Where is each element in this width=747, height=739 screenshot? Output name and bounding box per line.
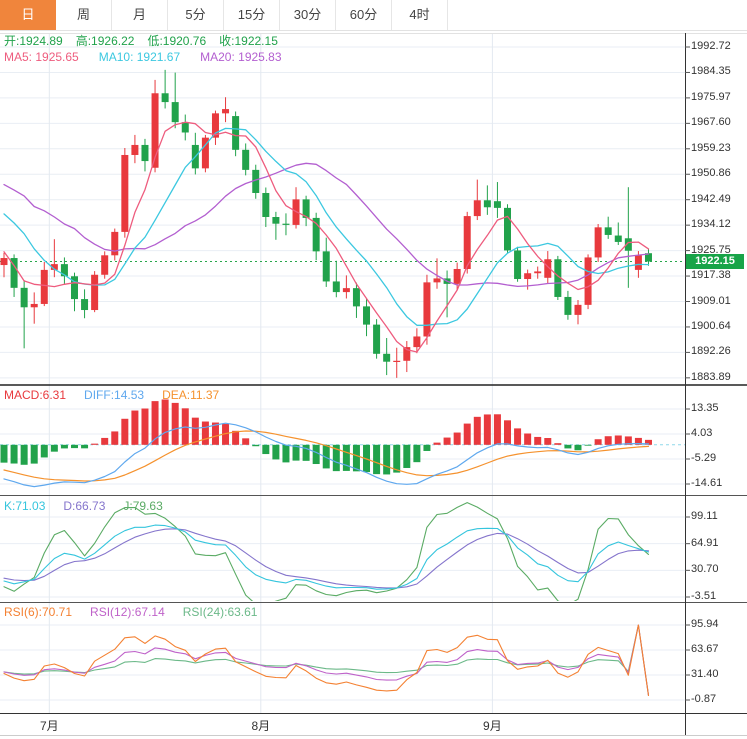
axis-label: 13.35 bbox=[691, 402, 719, 414]
month-label: 7月 bbox=[39, 719, 59, 733]
kdj-readout: K:71.03 D:66.73 J:79.63 bbox=[4, 500, 181, 513]
kdj-lines bbox=[3, 502, 650, 601]
readout-item: DIFF:14.53 bbox=[84, 388, 145, 402]
axis-label: 1883.89 bbox=[691, 370, 731, 383]
ma10-line bbox=[3, 127, 650, 326]
timeframe-tabbar: 日周月 5分 15分 30分 60分 4时 bbox=[0, 0, 747, 31]
last-price-badge: 1922.15 bbox=[686, 254, 744, 270]
k-line bbox=[3, 524, 650, 590]
axis-label: 1984.35 bbox=[691, 65, 731, 78]
axis-label: 1917.38 bbox=[691, 269, 731, 282]
axis-label: 1992.72 bbox=[691, 40, 731, 52]
readout-item: 低:1920.76 bbox=[147, 34, 207, 48]
readout-item: 高:1926.22 bbox=[75, 34, 135, 48]
axis-label: 1975.97 bbox=[691, 90, 731, 103]
tab-周[interactable]: 周 bbox=[56, 0, 112, 30]
month-label: 8月 bbox=[251, 719, 271, 733]
axis-label: 4.03 bbox=[691, 427, 713, 439]
rsi-lines bbox=[3, 624, 650, 697]
axis-label: 64.91 bbox=[691, 536, 719, 549]
tab-4时[interactable]: 4时 bbox=[392, 0, 448, 30]
readout-item: RSI(6):70.71 bbox=[4, 605, 73, 619]
axis-label: 31.40 bbox=[691, 668, 719, 680]
axis-label: 1892.26 bbox=[691, 345, 731, 358]
readout-item: MA10: 1921.67 bbox=[98, 50, 181, 64]
axis-label: 1909.01 bbox=[691, 294, 731, 307]
readout-item: 收:1922.15 bbox=[219, 34, 278, 48]
axis-label: 1925.75 bbox=[691, 243, 731, 256]
axis-label: 1934.12 bbox=[691, 218, 731, 231]
candles bbox=[0, 69, 652, 378]
rsi24-line bbox=[3, 624, 650, 697]
j-line bbox=[3, 502, 650, 601]
tab-60分[interactable]: 60分 bbox=[336, 0, 392, 30]
ma-readout: MA5: 1925.65 MA10: 1921.67 MA20: 1925.83 bbox=[4, 51, 302, 64]
tab-5分[interactable]: 5分 bbox=[168, 0, 224, 30]
readout-item: RSI(24):63.61 bbox=[182, 605, 258, 619]
borders bbox=[0, 33, 747, 736]
axis-label: 63.67 bbox=[691, 643, 719, 655]
ma5-line bbox=[3, 121, 650, 353]
axis-label: 1950.86 bbox=[691, 167, 731, 180]
axis-label: 1900.64 bbox=[691, 319, 731, 332]
axis-ticks bbox=[685, 46, 690, 701]
gridlines bbox=[0, 33, 685, 713]
axis-label: -14.61 bbox=[691, 477, 723, 489]
axis-label: 1959.23 bbox=[691, 141, 731, 154]
readout-item: MA5: 1925.65 bbox=[4, 50, 79, 64]
ohlc-readout: 开:1924.89 高:1926.22 低:1920.76 收:1922.15 bbox=[4, 35, 291, 48]
dea-line bbox=[3, 430, 650, 482]
diff-line bbox=[3, 422, 650, 488]
tab-15分[interactable]: 15分 bbox=[224, 0, 280, 30]
readout-item: MA20: 1925.83 bbox=[200, 50, 282, 64]
rsi12-line bbox=[3, 624, 650, 697]
axis-label: 95.94 bbox=[691, 618, 719, 630]
tab-30分[interactable]: 30分 bbox=[280, 0, 336, 30]
tab-月[interactable]: 月 bbox=[112, 0, 168, 30]
ma20-line bbox=[3, 162, 650, 288]
readout-item: DEA:11.37 bbox=[162, 388, 220, 402]
readout-item: RSI(12):67.14 bbox=[90, 605, 165, 619]
month-label: 9月 bbox=[483, 719, 502, 733]
tab-日[interactable]: 日 bbox=[0, 0, 56, 30]
axis-label: 30.70 bbox=[691, 563, 719, 576]
d-line bbox=[3, 528, 650, 589]
macd-lines bbox=[3, 422, 650, 488]
axis-label: -0.87 bbox=[691, 693, 717, 705]
readout-item: D:66.73 bbox=[63, 499, 106, 513]
axis-label: -3.51 bbox=[691, 590, 717, 602]
rsi6-line bbox=[3, 624, 650, 697]
axis-label: 99.11 bbox=[691, 510, 718, 522]
axis-label: 1967.60 bbox=[691, 116, 731, 129]
rsi-readout: RSI(6):70.71 RSI(12):67.14 RSI(24):63.61 bbox=[4, 606, 275, 619]
ma-lines bbox=[3, 121, 650, 353]
readout-item: K:71.03 bbox=[4, 499, 46, 513]
axis-label: 1942.49 bbox=[691, 192, 731, 205]
readout-item: J:79.63 bbox=[123, 499, 163, 513]
readout-item: 开:1924.89 bbox=[4, 34, 63, 48]
axis-label: -5.29 bbox=[691, 452, 717, 464]
readout-item: MACD:6.31 bbox=[4, 388, 67, 402]
macd-histogram bbox=[0, 399, 652, 475]
macd-readout: MACD:6.31 DIFF:14.53 DEA:11.37 bbox=[4, 389, 237, 402]
